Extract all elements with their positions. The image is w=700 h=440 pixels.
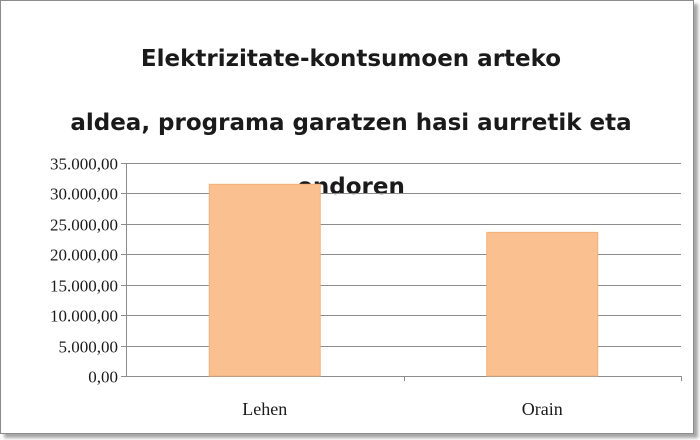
chart-frame: Elektrizitate-kontsumoen arteko aldea, p… (0, 0, 694, 434)
bar-lehen (208, 183, 321, 377)
y-tick-label: 25.000,00 (50, 216, 118, 235)
y-tick-label: 0,00 (88, 368, 118, 387)
x-tick-label-orain: Orain (522, 399, 563, 419)
x-tick-label-lehen: Lehen (242, 399, 287, 419)
y-tick-label: 20.000,00 (50, 246, 118, 265)
bar-chart: 0,00 5.000,00 10.000,00 15.000,00 20.000,00 2… (50, 155, 682, 420)
chart-title-line-2: aldea, programa garatzen hasi aurretik e… (70, 110, 632, 136)
y-tick-label: 10.000,00 (50, 307, 118, 326)
y-tick-label: 30.000,00 (50, 185, 118, 204)
tick-labels: 0,00 5.000,00 10.000,00 15.000,00 20.000,00 2… (50, 155, 563, 420)
chart-title-line-1: Elektrizitate-kontsumoen arteko (140, 46, 562, 72)
y-tick-label: 5.000,00 (59, 338, 119, 357)
y-tick-label: 15.000,00 (50, 277, 118, 296)
bar-orain (486, 231, 599, 377)
y-tick-label: 35.000,00 (50, 155, 118, 174)
bars (208, 183, 599, 377)
